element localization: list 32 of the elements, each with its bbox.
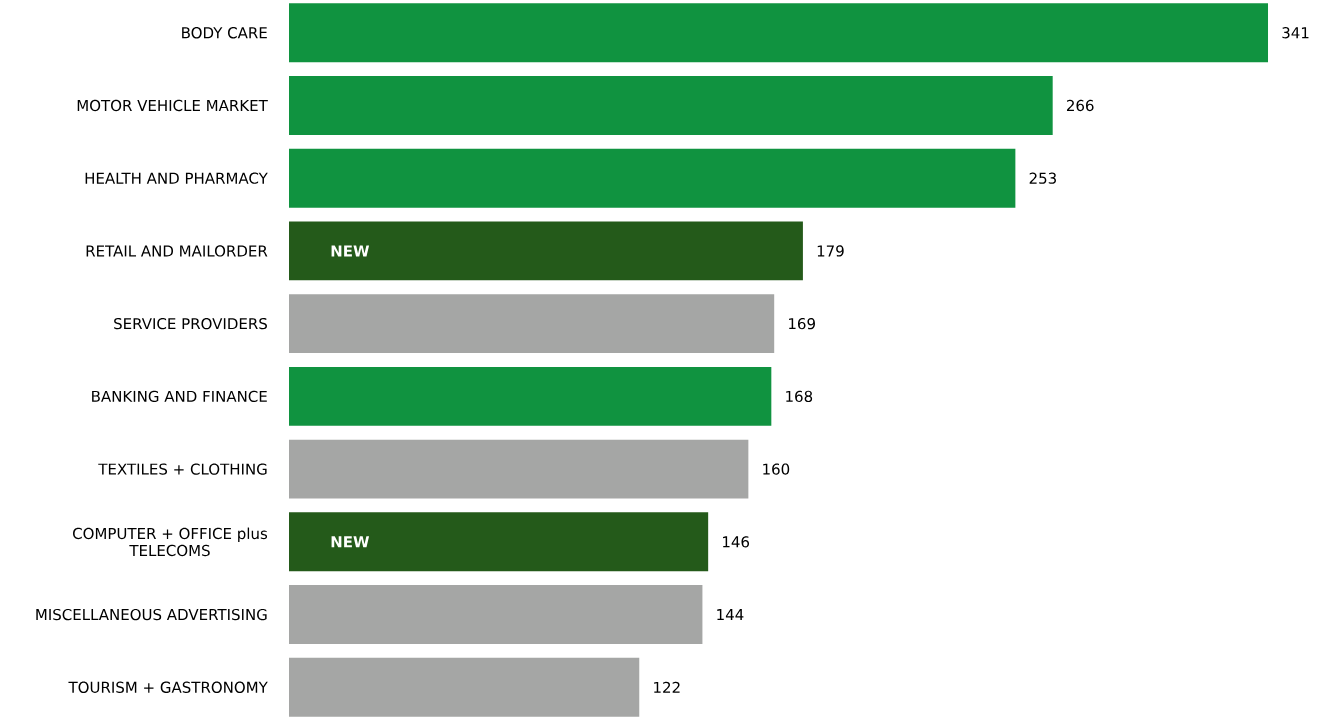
data-label: 168: [786, 390, 813, 403]
data-label: 169: [789, 317, 815, 330]
data-label: 253: [1029, 172, 1056, 184]
bar: [289, 221, 803, 281]
y-tick-label: TEXTILES + CLOTHING: [98, 463, 267, 475]
data-label: 266: [1066, 99, 1094, 112]
data-label: 146: [723, 536, 750, 548]
bar: [289, 3, 1269, 63]
bar: [289, 439, 749, 499]
data-label: 160: [763, 463, 790, 475]
y-tick-label: BANKING AND FINANCE: [92, 390, 267, 403]
bar: [289, 76, 1053, 135]
bar: [289, 366, 772, 426]
annotation: NEW: [331, 536, 370, 548]
data-label: 179: [817, 245, 844, 257]
bar: [289, 512, 709, 572]
y-tick-label: MOTOR VEHICLE MARKET: [77, 99, 268, 112]
annotation: NEW: [331, 245, 370, 257]
y-tick-label: MISCELLANEOUS ADVERTISING: [36, 608, 267, 621]
bar: [289, 585, 703, 645]
data-label: 144: [717, 609, 744, 621]
y-tick-label: SERVICE PROVIDERS: [114, 317, 267, 330]
data-label: 122: [654, 681, 680, 693]
data-label: 341: [1282, 27, 1309, 39]
y-tick-label: HEALTH AND PHARMACY: [85, 172, 268, 184]
bar: [289, 294, 775, 354]
bar: [289, 148, 1016, 208]
y-tick-label: TOURISM + GASTRONOMY: [68, 681, 268, 693]
y-tick-label: COMPUTER + OFFICE plus TELECOMS: [73, 527, 268, 557]
bar: [289, 657, 640, 717]
y-tick-label: RETAIL AND MAILORDER: [86, 245, 268, 257]
y-tick-label: BODY CARE: [182, 27, 267, 39]
